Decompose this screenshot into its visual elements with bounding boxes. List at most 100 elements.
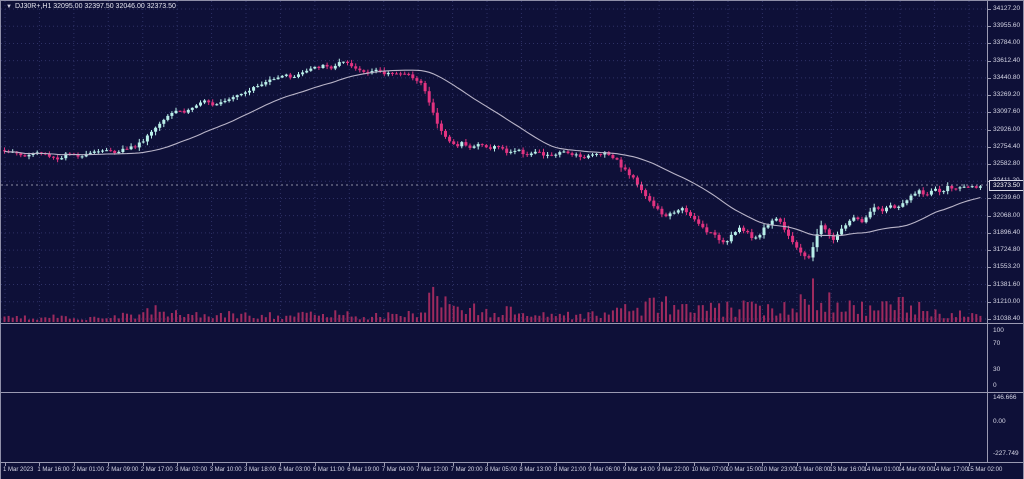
price-axis-tick — [988, 302, 991, 303]
price-tick-label: 31553.20 — [993, 263, 1021, 270]
price-tick-label: 31724.80 — [993, 246, 1021, 253]
time-tick-label: 13 Mar 16:00 — [829, 467, 865, 473]
price-tick-label: 32582.80 — [993, 160, 1021, 167]
panel-separator[interactable] — [1, 392, 1023, 393]
time-tick-label: 6 Mar 03:00 — [278, 467, 311, 473]
time-axis-tick — [246, 463, 247, 466]
time-axis-tick — [280, 463, 282, 466]
price-tick-label: 32754.40 — [993, 143, 1021, 150]
price-tick-label: 32926.00 — [993, 126, 1021, 133]
price-axis-tick — [988, 319, 991, 320]
price-tick-label: 33784.00 — [993, 39, 1021, 46]
time-axis-tick — [418, 463, 420, 466]
price-axis-tick — [988, 285, 991, 286]
price-axis-tick — [988, 9, 991, 10]
price-axis-tick — [988, 147, 991, 148]
time-tick-label: 15 Mar 02:00 — [967, 467, 1003, 473]
time-axis-tick — [900, 463, 902, 466]
time-tick-label: 2 Mar 09:00 — [106, 467, 139, 473]
panel-separator[interactable] — [1, 323, 1023, 324]
time-axis-tick — [693, 463, 695, 466]
time-axis-tick — [728, 463, 729, 466]
time-axis-tick — [487, 463, 488, 466]
time-axis-tick — [934, 463, 936, 466]
time-tick-label: 14 Mar 01:00 — [863, 467, 900, 473]
price-axis-tick — [988, 130, 991, 131]
time-axis-tick — [624, 463, 626, 466]
time-tick-label: 10 Mar 23:00 — [760, 467, 796, 473]
time-tick-label: 3 Mar 10:00 — [209, 467, 242, 473]
time-tick-label: 1 Mar 2023 — [3, 467, 34, 473]
time-tick-label: 7 Mar 04:00 — [381, 467, 414, 473]
price-tick-label: 34127.20 — [993, 5, 1021, 12]
price-axis-tick — [988, 95, 991, 96]
time-tick-label: 6 Mar 19:00 — [347, 467, 380, 473]
time-tick-label: 3 Mar 02:00 — [175, 467, 208, 473]
macd-scale-label: 0.00 — [993, 418, 1006, 425]
symbol-ohlc-label: ▼ DJ30R+,H1 32095.00 32397.50 32046.00 32… — [6, 3, 176, 10]
time-axis-tick — [142, 463, 144, 466]
price-tick-label: 33440.80 — [993, 74, 1021, 81]
rsi-scale-label: 30 — [993, 366, 1001, 373]
time-tick-label: 8 Mar 21:00 — [553, 467, 586, 473]
time-axis-tick — [211, 463, 213, 466]
rsi-scale-label: 0 — [993, 382, 997, 389]
time-tick-label: 6 Mar 11:00 — [312, 467, 345, 473]
price-axis-tick — [988, 112, 991, 113]
time-axis-tick — [865, 463, 867, 466]
price-axis-tick — [988, 233, 991, 234]
time-tick-label: 13 Mar 08:00 — [794, 467, 831, 473]
price-tick-label: 33955.60 — [993, 22, 1021, 29]
time-tick-label: 2 Mar 01:00 — [71, 467, 104, 473]
time-axis-tick — [796, 463, 798, 466]
time-tick-label: 10 Mar 15:00 — [726, 467, 762, 473]
panel-separator — [1, 462, 1023, 463]
price-axis-tick — [988, 216, 991, 217]
chart-menu-icon[interactable]: ▼ — [6, 4, 12, 10]
time-axis-tick — [73, 463, 75, 466]
candlestick-chart[interactable] — [1, 1, 987, 328]
time-tick-label: 1 Mar 16:00 — [37, 467, 70, 473]
time-axis-tick — [555, 463, 557, 466]
time-axis-tick — [590, 463, 592, 466]
price-axis-tick — [988, 43, 991, 44]
time-tick-label: 9 Mar 06:00 — [588, 467, 621, 473]
price-axis-tick — [988, 26, 991, 27]
time-axis-tick — [5, 463, 6, 466]
price-tick-label: 32068.00 — [993, 212, 1021, 219]
time-tick-label: 9 Mar 14:00 — [622, 467, 655, 473]
price-tick-label: 31038.40 — [993, 315, 1021, 322]
price-tick-label: 33097.60 — [993, 108, 1021, 115]
time-axis-tick — [39, 463, 41, 466]
price-tick-label: 31210.00 — [993, 298, 1021, 305]
time-axis-tick — [177, 463, 179, 466]
price-axis-tick — [988, 267, 991, 268]
time-tick-label: 7 Mar 12:00 — [416, 467, 449, 473]
time-tick-label: 2 Mar 17:00 — [140, 467, 173, 473]
time-tick-label: 8 Mar 05:00 — [485, 467, 518, 473]
price-axis-tick — [988, 61, 991, 62]
current-price-tag: 32373.50 — [989, 180, 1023, 191]
price-axis[interactable]: 32373.50 34127.20 33955.60 33784.00 33612.4… — [987, 1, 1023, 463]
time-axis-tick — [521, 463, 523, 466]
time-tick-label: 7 Mar 20:00 — [450, 467, 483, 473]
time-axis-tick — [452, 463, 454, 466]
rsi-scale-label: 100 — [993, 327, 1004, 334]
time-tick-label: 8 Mar 13:00 — [519, 467, 552, 473]
macd-scale-label: 146.666 — [993, 394, 1017, 401]
time-tick-label: 14 Mar 17:00 — [932, 467, 968, 473]
time-axis-tick — [762, 463, 764, 466]
candlestick-svg[interactable] — [1, 1, 987, 323]
time-axis-tick — [314, 463, 316, 466]
time-axis[interactable]: 1 Mar 2023 1 Mar 16:00 2 Mar 01:00 2 Mar 09… — [1, 463, 1023, 479]
macd-scale-label: -227.749 — [993, 450, 1019, 457]
price-tick-label: 33269.20 — [993, 91, 1021, 98]
symbol-ohlc-text: DJ30R+,H1 32095.00 32397.50 32046.00 323… — [14, 3, 176, 10]
price-axis-tick — [988, 78, 991, 79]
time-tick-label: 3 Mar 18:00 — [244, 467, 277, 473]
price-tick-label: 31896.40 — [993, 229, 1021, 236]
time-axis-tick — [969, 463, 970, 466]
time-tick-label: 9 Mar 22:00 — [657, 467, 690, 473]
time-tick-label: 10 Mar 07:00 — [691, 467, 727, 473]
